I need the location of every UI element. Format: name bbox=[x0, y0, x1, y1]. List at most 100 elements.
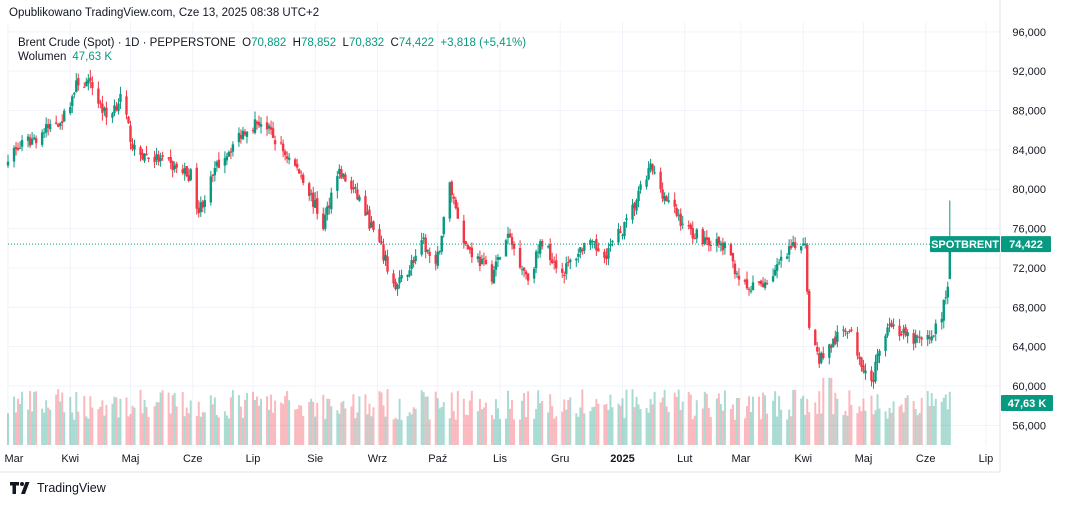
volume-bar bbox=[509, 408, 512, 445]
candle-body bbox=[902, 328, 905, 333]
candle-body bbox=[569, 259, 572, 263]
volume-bar bbox=[547, 412, 550, 445]
volume-bar bbox=[35, 391, 38, 445]
volume-bar bbox=[237, 395, 240, 445]
volume-bar bbox=[563, 399, 566, 445]
volume-bar bbox=[946, 409, 949, 445]
y-tick-label: 84,000 bbox=[1012, 145, 1046, 157]
candle-body bbox=[394, 281, 397, 289]
candle-body bbox=[482, 258, 486, 260]
volume-bar bbox=[729, 409, 732, 445]
brand-name: TradingView bbox=[37, 481, 106, 495]
volume-bar bbox=[537, 390, 540, 445]
symbol-title[interactable]: Brent Crude (Spot) · 1D · PEPPERSTONE bbox=[18, 37, 236, 49]
volume-bar bbox=[758, 396, 761, 445]
candle-body bbox=[281, 143, 285, 152]
candle-body bbox=[892, 324, 895, 327]
volume-bar bbox=[525, 416, 528, 445]
candle-body bbox=[185, 166, 188, 177]
candle-body bbox=[681, 223, 684, 225]
volume-bar bbox=[225, 415, 228, 445]
volume-bar bbox=[424, 396, 427, 445]
candle-body bbox=[46, 124, 50, 129]
candle-body bbox=[623, 221, 626, 237]
candle-body bbox=[314, 199, 317, 208]
volume-bar bbox=[677, 389, 680, 445]
candle-body bbox=[111, 113, 114, 118]
volume-bar bbox=[623, 417, 626, 445]
volume-bar bbox=[103, 415, 106, 445]
volume-bar bbox=[171, 395, 174, 445]
volume-bar bbox=[17, 398, 20, 445]
x-tick-label: Cze bbox=[916, 453, 936, 465]
volume-bar bbox=[410, 414, 413, 445]
candle-body bbox=[518, 247, 522, 268]
candle-body bbox=[581, 249, 584, 252]
candle-body bbox=[438, 251, 441, 253]
volume-bar bbox=[438, 408, 441, 445]
candle-body bbox=[775, 264, 779, 271]
candle-body bbox=[167, 157, 170, 159]
candle-body bbox=[269, 127, 273, 130]
volume-bar bbox=[406, 416, 409, 445]
volume-bar bbox=[223, 411, 226, 445]
candle-body bbox=[737, 275, 741, 280]
candle-body bbox=[506, 233, 510, 238]
candle-body bbox=[609, 243, 612, 246]
candle-body bbox=[577, 253, 580, 257]
volume-bar bbox=[492, 419, 495, 445]
volume-bar bbox=[272, 412, 275, 445]
x-tick-label: Mar bbox=[5, 453, 24, 465]
candle-body bbox=[926, 334, 929, 340]
volume-bar bbox=[619, 405, 622, 445]
candle-body bbox=[583, 243, 586, 251]
x-tick-label: Paź bbox=[428, 453, 447, 465]
candle-body bbox=[476, 256, 480, 259]
volume-bar bbox=[59, 401, 62, 445]
candle-body bbox=[858, 356, 861, 359]
volume-bar bbox=[579, 407, 582, 445]
candle-body bbox=[59, 123, 62, 127]
volume-label[interactable]: Wolumen bbox=[18, 51, 67, 63]
volume-bar bbox=[904, 398, 907, 445]
candle-body bbox=[619, 231, 622, 233]
volume-bar bbox=[394, 417, 397, 445]
tradingview-logo[interactable]: TradingView bbox=[10, 481, 106, 495]
candle-body bbox=[729, 244, 733, 256]
candle-body bbox=[904, 327, 907, 336]
candle-body bbox=[414, 255, 417, 262]
candle-body bbox=[536, 251, 540, 253]
candle-body bbox=[597, 248, 600, 252]
candle-body bbox=[799, 246, 803, 251]
high-value: 78,852 bbox=[300, 37, 337, 49]
volume-bar bbox=[408, 412, 411, 445]
volume-bar bbox=[448, 418, 451, 445]
volume-bar bbox=[772, 400, 775, 445]
volume-bar bbox=[567, 400, 570, 445]
candle-body bbox=[928, 336, 931, 339]
volume-bar bbox=[131, 405, 134, 445]
volume-bar bbox=[344, 408, 347, 445]
candle-body bbox=[663, 195, 666, 201]
volume-bar bbox=[450, 392, 453, 445]
volume-bar bbox=[215, 415, 218, 445]
volume-bar bbox=[155, 402, 158, 445]
volume-bar bbox=[266, 396, 269, 445]
candle-body bbox=[876, 353, 879, 363]
candle-body bbox=[338, 168, 341, 174]
candle-body bbox=[884, 335, 887, 351]
candle-body bbox=[561, 268, 564, 273]
volume-bar bbox=[468, 400, 471, 445]
candle-body bbox=[639, 184, 642, 190]
candle-body bbox=[820, 352, 823, 363]
candle-body bbox=[85, 81, 88, 87]
candle-body bbox=[428, 251, 431, 256]
candle-body bbox=[406, 274, 409, 277]
candle-body bbox=[605, 255, 608, 259]
candle-body bbox=[940, 318, 943, 323]
volume-bar bbox=[169, 413, 172, 445]
volume-bar bbox=[647, 412, 650, 445]
candle-body bbox=[635, 200, 638, 211]
candle-body bbox=[271, 128, 275, 138]
